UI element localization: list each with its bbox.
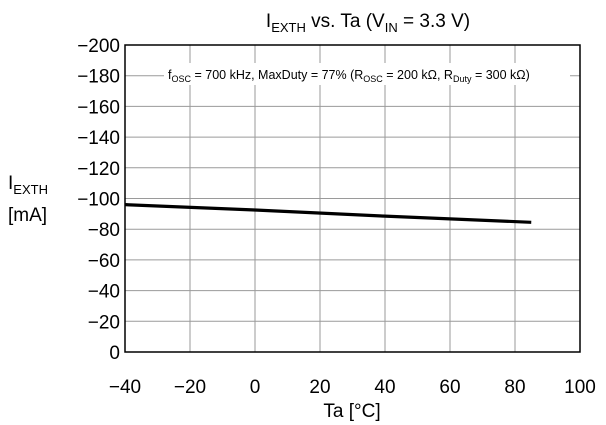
x-tick-label: 20 bbox=[309, 377, 330, 398]
y-tick-label: −80 bbox=[88, 220, 120, 241]
x-axis-label: Ta [°C] bbox=[323, 401, 380, 422]
y-tick-label: −20 bbox=[88, 312, 120, 333]
y-tick-label: −40 bbox=[88, 282, 120, 303]
y-tick-label: −140 bbox=[77, 128, 120, 149]
x-tick-label: 40 bbox=[374, 377, 395, 398]
y-tick-label: −200 bbox=[77, 36, 120, 57]
y-tick-label: −60 bbox=[88, 251, 120, 272]
x-tick-label: 80 bbox=[504, 377, 525, 398]
annotation: fOSC = 700 kHz, MaxDuty = 77% (ROSC = 20… bbox=[164, 63, 570, 85]
x-tick-label: −20 bbox=[174, 377, 206, 398]
x-tick-label: 100 bbox=[564, 377, 596, 398]
y-tick-label: −180 bbox=[77, 67, 120, 88]
plot-frame bbox=[124, 44, 581, 353]
annotation-background bbox=[164, 63, 570, 85]
y-axis-unit: [mA] bbox=[8, 205, 47, 226]
chart-title: IEXTH vs. Ta (VIN = 3.3 V) bbox=[266, 11, 470, 35]
y-tick-label: 0 bbox=[109, 343, 120, 364]
x-tick-label: 0 bbox=[250, 377, 261, 398]
x-tick-label: −40 bbox=[109, 377, 141, 398]
y-tick-labels: −200−180−160−140−120−100−80−60−40−200 bbox=[77, 36, 120, 364]
y-axis-label: IEXTH bbox=[8, 173, 48, 197]
grid-lines bbox=[125, 45, 580, 352]
series-layer bbox=[124, 203, 532, 224]
y-tick-label: −100 bbox=[77, 190, 120, 211]
y-tick-label: −120 bbox=[77, 159, 120, 180]
x-tick-label: 60 bbox=[439, 377, 460, 398]
series-line bbox=[124, 203, 532, 224]
y-tick-label: −160 bbox=[77, 97, 120, 118]
annotation-text: fOSC = 700 kHz, MaxDuty = 77% (ROSC = 20… bbox=[168, 68, 530, 84]
x-tick-labels: −40 −20 0 20 40 60 80 100 bbox=[109, 377, 596, 398]
